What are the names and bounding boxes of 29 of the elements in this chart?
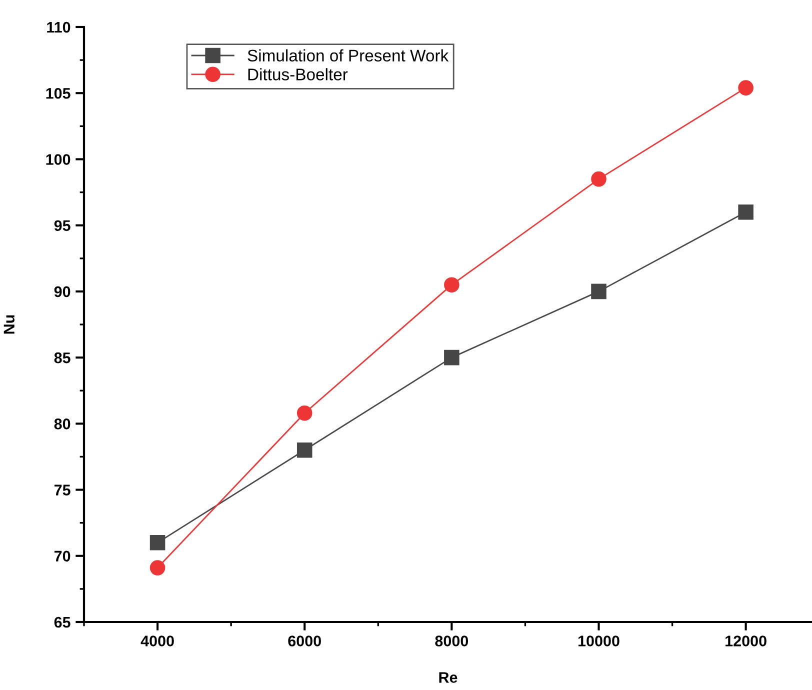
y-tick-label: 110 (47, 22, 70, 33)
y-tick-label: 80 (54, 418, 70, 430)
point (296, 442, 312, 458)
y-tick-label: 75 (54, 484, 70, 496)
point (296, 405, 312, 421)
point (150, 535, 166, 550)
y-tick-label: 70 (54, 550, 70, 562)
point (738, 204, 754, 220)
x-axis-title: Re (439, 672, 458, 683)
x-tick-label: 6000 (288, 636, 321, 646)
y-tick-label: 95 (54, 220, 70, 232)
y-tick-label: 65 (54, 616, 70, 628)
x-tick-label: 4000 (140, 636, 174, 646)
point (444, 350, 460, 366)
point (591, 284, 606, 300)
point (738, 80, 754, 96)
x-tick-label: 10000 (578, 636, 620, 646)
y-tick-label: 100 (46, 154, 70, 165)
point (150, 560, 166, 576)
legend-label: Dittus-Boelter (248, 68, 348, 80)
point (444, 277, 460, 292)
legend-label: Simulation of Present Work (248, 49, 449, 62)
y-tick-label: 90 (54, 286, 70, 298)
point (591, 171, 606, 187)
x-tick-label: 12000 (726, 636, 766, 646)
y-axis-title: Nu (4, 315, 15, 334)
y-tick-label: 105 (46, 88, 70, 99)
y-tick-label: 85 (54, 352, 70, 364)
x-tick-label: 8000 (435, 636, 468, 646)
